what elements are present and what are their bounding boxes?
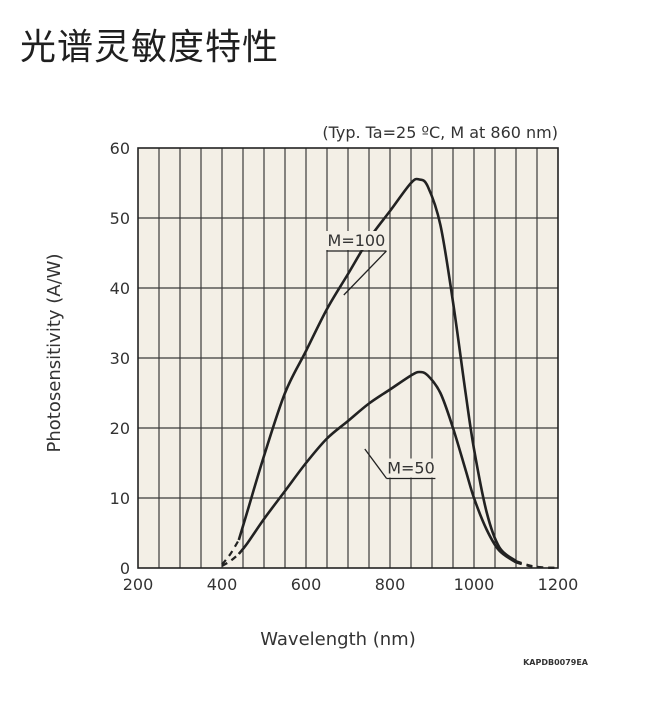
x-tick-label: 200	[123, 575, 154, 594]
annotation-pointer-m-100	[343, 250, 387, 296]
x-tick-label: 1000	[454, 575, 495, 594]
y-tick-label: 20	[110, 419, 130, 438]
annotation-label-m-100: M=100	[328, 231, 386, 250]
annotation-pointer-m-50	[364, 448, 388, 479]
annotation-bg-m-50	[385, 458, 437, 478]
x-axis-label: Wavelength (nm)	[260, 629, 416, 650]
annotation-bg-m-100	[325, 231, 388, 250]
y-tick-label: 50	[110, 209, 130, 228]
grid-lines	[138, 148, 558, 568]
x-tick-label: 800	[375, 575, 406, 594]
y-tick-label: 0	[120, 559, 130, 578]
annotations: M=100 M=50	[325, 231, 437, 480]
x-tick-label: 1200	[538, 575, 579, 594]
y-axis-label: Photosensitivity (A/W)	[44, 254, 65, 453]
tick-labels: 200 400 600 800 1000 1200 0 10 20 30 40 50 60	[110, 139, 579, 594]
y-tick-label: 60	[110, 139, 130, 158]
x-tick-label: 600	[291, 575, 322, 594]
plot-border	[137, 147, 559, 569]
chart-subtitle: (Typ. Ta=25 ºC, M at 860 nm)	[322, 123, 558, 142]
x-tick-label: 400	[207, 575, 238, 594]
series-line-m-50	[237, 370, 517, 564]
y-tick-label: 30	[110, 349, 130, 368]
catalog-code: KAPDB0079EA	[523, 658, 589, 667]
y-tick-label: 10	[110, 489, 130, 508]
page-title: 光谱灵敏度特性	[20, 27, 280, 68]
series-dashed-start-m-100	[221, 539, 240, 566]
annotation-label-m-50: M=50	[387, 459, 435, 478]
series-line-m-100	[237, 177, 517, 563]
y-tick-label: 40	[110, 279, 130, 298]
series-dashed-start-m-50	[221, 553, 240, 567]
